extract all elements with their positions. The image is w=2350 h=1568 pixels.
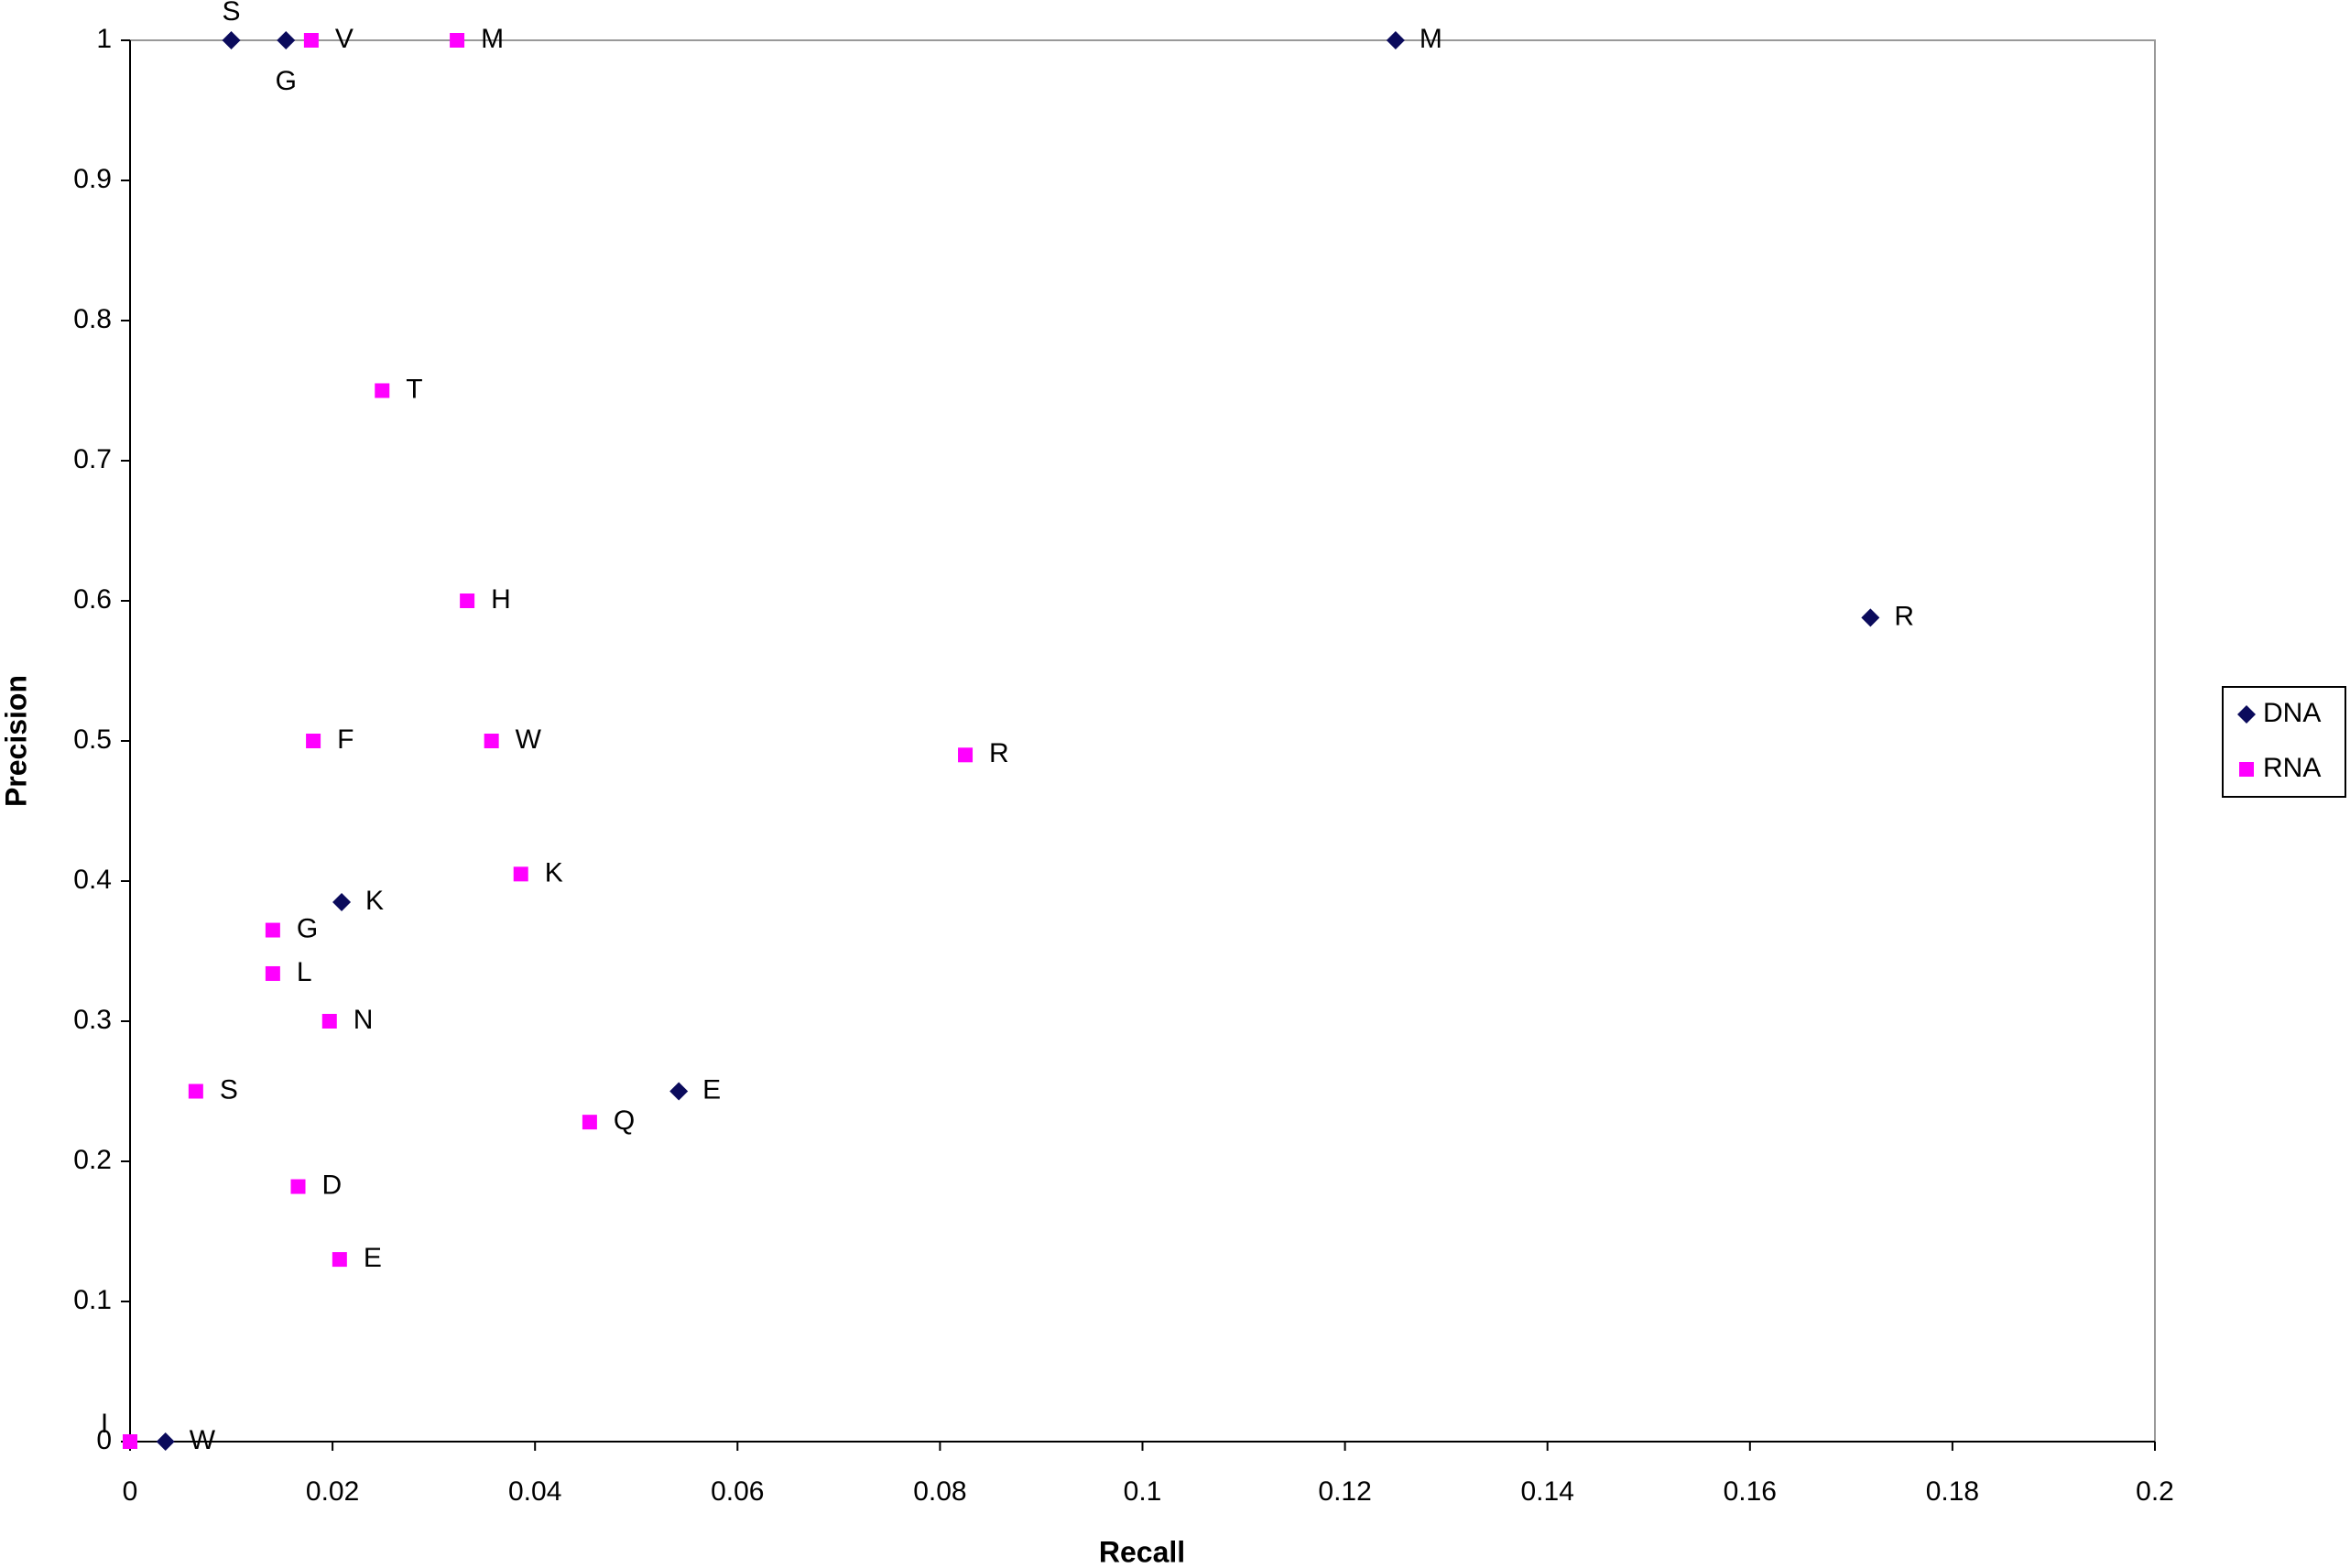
point-label: K bbox=[365, 886, 384, 916]
diamond-marker bbox=[277, 31, 296, 49]
y-tick-label: 0.7 bbox=[73, 444, 112, 474]
x-tick-label: 0 bbox=[123, 1476, 138, 1507]
point-label: F bbox=[337, 724, 354, 755]
square-marker bbox=[460, 593, 475, 608]
point-label: M bbox=[1420, 24, 1442, 54]
square-marker bbox=[450, 33, 465, 48]
square-marker bbox=[265, 922, 280, 938]
diamond-marker bbox=[222, 31, 241, 49]
square-marker bbox=[332, 1252, 347, 1268]
square-marker bbox=[513, 866, 528, 882]
diamond-marker bbox=[1861, 608, 1880, 627]
x-tick-label: 0.2 bbox=[2136, 1476, 2174, 1507]
square-marker bbox=[2239, 762, 2254, 777]
x-tick-label: 0.08 bbox=[913, 1476, 966, 1507]
square-marker bbox=[484, 734, 499, 748]
y-axis-title: Precision bbox=[0, 675, 32, 807]
diamond-marker bbox=[669, 1082, 689, 1101]
square-marker bbox=[375, 383, 390, 398]
x-tick-label: 0.18 bbox=[1926, 1476, 1979, 1507]
point-label: W bbox=[190, 1425, 216, 1455]
square-marker bbox=[290, 1179, 306, 1194]
x-tick-label: 0.12 bbox=[1318, 1476, 1371, 1507]
point-label: Q bbox=[614, 1105, 635, 1136]
y-tick-label: 0.6 bbox=[73, 584, 112, 615]
x-tick-label: 0.02 bbox=[306, 1476, 359, 1507]
legend-label: DNA bbox=[2263, 698, 2321, 728]
point-label: N bbox=[354, 1005, 374, 1035]
diamond-marker bbox=[2237, 705, 2256, 724]
point-label: R bbox=[1894, 601, 1914, 631]
point-label: M bbox=[481, 24, 504, 54]
point-label: E bbox=[702, 1074, 721, 1105]
point-label: G bbox=[297, 913, 318, 943]
point-label: T bbox=[406, 374, 422, 404]
square-marker bbox=[306, 734, 321, 748]
y-tick-label: 0.8 bbox=[73, 304, 112, 334]
diamond-marker bbox=[156, 1432, 175, 1451]
legend-label: RNA bbox=[2263, 753, 2321, 783]
y-tick-label: 0.1 bbox=[73, 1285, 112, 1315]
legend-box bbox=[2222, 686, 2346, 798]
y-tick-label: 0 bbox=[96, 1425, 112, 1455]
y-tick-label: 0.5 bbox=[73, 724, 112, 755]
point-label: K bbox=[545, 857, 563, 887]
square-marker bbox=[321, 1014, 337, 1029]
y-tick-label: 1 bbox=[96, 24, 112, 54]
x-axis-title: Recall bbox=[1099, 1535, 1185, 1568]
square-marker bbox=[303, 33, 319, 48]
x-tick-label: 0.04 bbox=[508, 1476, 561, 1507]
plot-area bbox=[129, 39, 2156, 1443]
point-label: E bbox=[364, 1243, 382, 1273]
x-tick-label: 0.16 bbox=[1724, 1476, 1777, 1507]
y-tick-label: 0.2 bbox=[73, 1145, 112, 1175]
diamond-marker bbox=[1386, 31, 1405, 49]
point-label: I bbox=[101, 1409, 108, 1439]
point-label: L bbox=[297, 957, 312, 987]
y-tick-label: 0.4 bbox=[73, 865, 112, 895]
point-label: H bbox=[491, 584, 511, 615]
x-tick-label: 0.06 bbox=[711, 1476, 764, 1507]
square-marker bbox=[265, 965, 280, 981]
y-tick-label: 0.9 bbox=[73, 164, 112, 194]
diamond-marker bbox=[332, 892, 352, 911]
point-label: W bbox=[516, 724, 542, 755]
square-marker bbox=[188, 1083, 203, 1099]
point-label: S bbox=[220, 1074, 238, 1105]
square-marker bbox=[958, 747, 974, 763]
y-tick-label: 0.3 bbox=[73, 1005, 112, 1035]
point-label: S bbox=[223, 0, 241, 27]
square-marker bbox=[123, 1434, 137, 1449]
x-tick-label: 0.1 bbox=[1124, 1476, 1162, 1507]
x-tick-label: 0.14 bbox=[1521, 1476, 1574, 1507]
point-label: D bbox=[322, 1170, 343, 1200]
square-marker bbox=[582, 1115, 597, 1130]
point-label: R bbox=[989, 738, 1009, 768]
point-label: G bbox=[276, 66, 297, 96]
point-label: V bbox=[335, 24, 354, 54]
